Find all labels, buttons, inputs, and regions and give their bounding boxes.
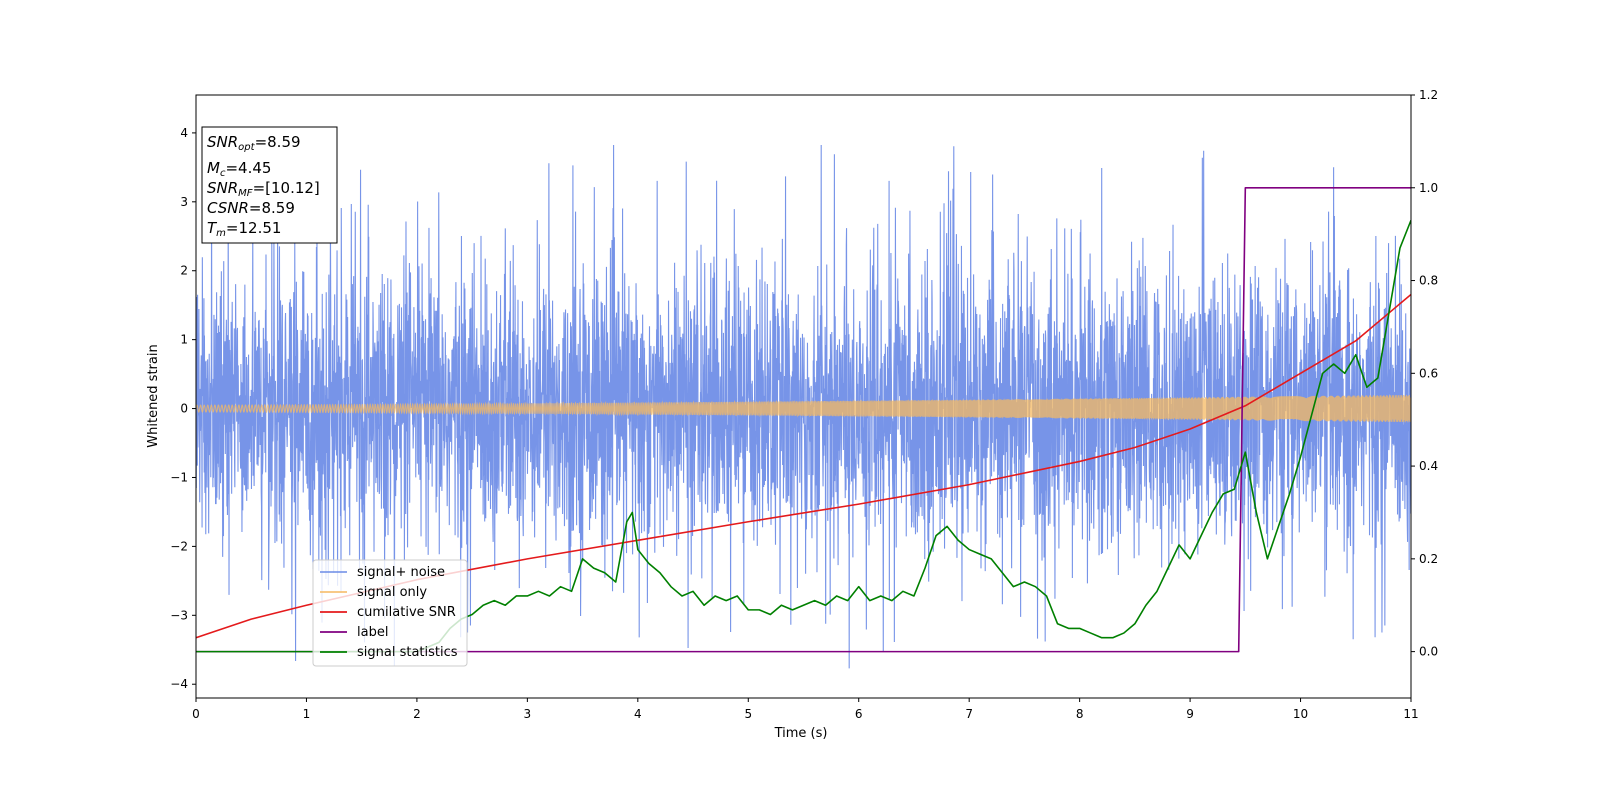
annotation-line: SNRopt=8.59 [207,133,301,153]
y-axis-right: 0.0 0.2 0.4 0.6 0.8 1.0 1.2 [1411,88,1438,659]
annotation-line: SNRMF=[10.12] [207,179,320,199]
legend-label: cumilative SNR [357,605,456,620]
x-tick-label: 0 [192,707,200,721]
x-tick-label: 2 [413,707,421,721]
series-signal-statistics-line [196,219,1411,653]
annotation-line: Tm=12.51 [207,219,281,239]
y2-tick-label: 0.8 [1419,274,1438,288]
y-tick-label: −3 [170,608,188,622]
legend: signal+ noise signal only cumilative SNR la… [312,559,468,667]
annotation-line: Mc=4.45 [207,159,271,179]
annotation-box: SNRopt=8.59 Mc=4.45SNRMF=[10.12]CSNR=8.59… [201,126,338,244]
annotation-line: CSNR=8.59 [207,199,295,217]
y-tick-label: 4 [180,126,188,140]
x-tick-label: 6 [855,707,863,721]
y2-tick-label: 0.0 [1419,645,1438,659]
x-tick-label: 10 [1293,707,1308,721]
y2-tick-label: 0.2 [1419,552,1438,566]
y-tick-label: 2 [180,264,188,278]
x-tick-label: 3 [524,707,532,721]
legend-label: signal only [357,585,427,600]
x-tick-label: 1 [303,707,311,721]
legend-label: signal statistics [357,645,458,660]
x-tick-label: 11 [1403,707,1418,721]
series-signal-only [196,394,1411,423]
y-tick-label: 3 [180,195,188,209]
y-tick-label: −1 [170,470,188,484]
x-tick-label: 9 [1186,707,1194,721]
signal-only-line [196,394,1411,423]
x-axis: 0 1 2 3 4 5 6 7 8 9 10 11 [192,698,1419,721]
y2-tick-label: 0.6 [1419,366,1438,380]
plot-frame [195,94,1412,699]
y2-tick-label: 0.4 [1419,459,1438,473]
x-tick-label: 5 [744,707,752,721]
y-tick-label: 1 [180,333,188,347]
legend-label: label [357,625,388,640]
legend-label: signal+ noise [357,565,445,580]
y-axis-left: −4 −3 −2 −1 0 1 2 3 4 [170,126,196,691]
x-tick-label: 7 [965,707,973,721]
x-tick-label: 4 [634,707,642,721]
y-tick-label: 0 [180,402,188,416]
y2-tick-label: 1.2 [1419,88,1438,102]
y2-tick-label: 1.0 [1419,181,1438,195]
y-axis-label: Whitened strain [146,344,161,447]
series-label-line [196,186,1411,653]
y-tick-label: −2 [170,539,188,553]
y-tick-label: −4 [170,677,188,691]
x-axis-label: Time (s) [774,726,828,741]
x-tick-label: 8 [1076,707,1084,721]
